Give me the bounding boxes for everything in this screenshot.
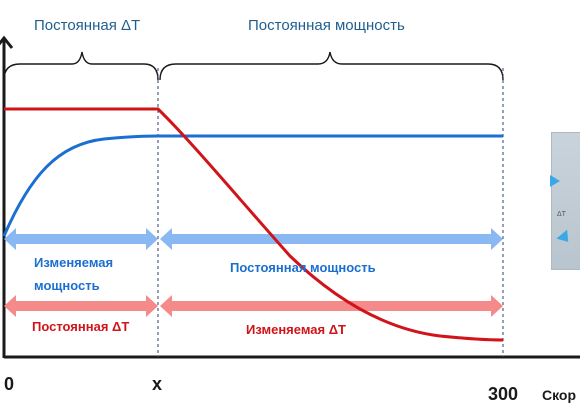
label-variable-power-line1: Изменяемая bbox=[34, 255, 113, 270]
label-variable-dt: Изменяемая ΔT bbox=[246, 322, 346, 337]
label-variable-power-line2: мощность bbox=[34, 278, 100, 293]
thumb-arrow-icon-2 bbox=[556, 229, 574, 247]
region-label-constant-dt: Постоянная ΔT bbox=[34, 17, 140, 34]
brace-constant-power bbox=[159, 51, 504, 81]
blue-arrow-left bbox=[4, 228, 158, 250]
brace-constant-dt bbox=[3, 51, 159, 81]
thumb-label: ΔT bbox=[557, 211, 566, 218]
red-arrow-left bbox=[4, 295, 158, 317]
power-curve bbox=[2, 134, 503, 237]
thumb-arrow-icon bbox=[550, 175, 560, 187]
label-constant-dt: Постоянная ΔT bbox=[32, 319, 129, 334]
axis-label-origin: 0 bbox=[4, 374, 14, 394]
blue-arrow-right bbox=[160, 228, 503, 250]
red-arrow-right bbox=[160, 295, 503, 317]
axis-label-300: 300 bbox=[488, 384, 518, 404]
axis-label-speed: Скор bbox=[542, 387, 576, 403]
side-thumbnail-image: ΔT bbox=[550, 132, 580, 270]
y-axis-arrowhead bbox=[0, 35, 14, 49]
axis-label-x: x bbox=[152, 374, 162, 394]
delta-t-curve bbox=[4, 107, 504, 342]
label-constant-power: Постоянная мощность bbox=[230, 260, 376, 275]
region-label-constant-power: Постоянная мощность bbox=[248, 17, 405, 34]
